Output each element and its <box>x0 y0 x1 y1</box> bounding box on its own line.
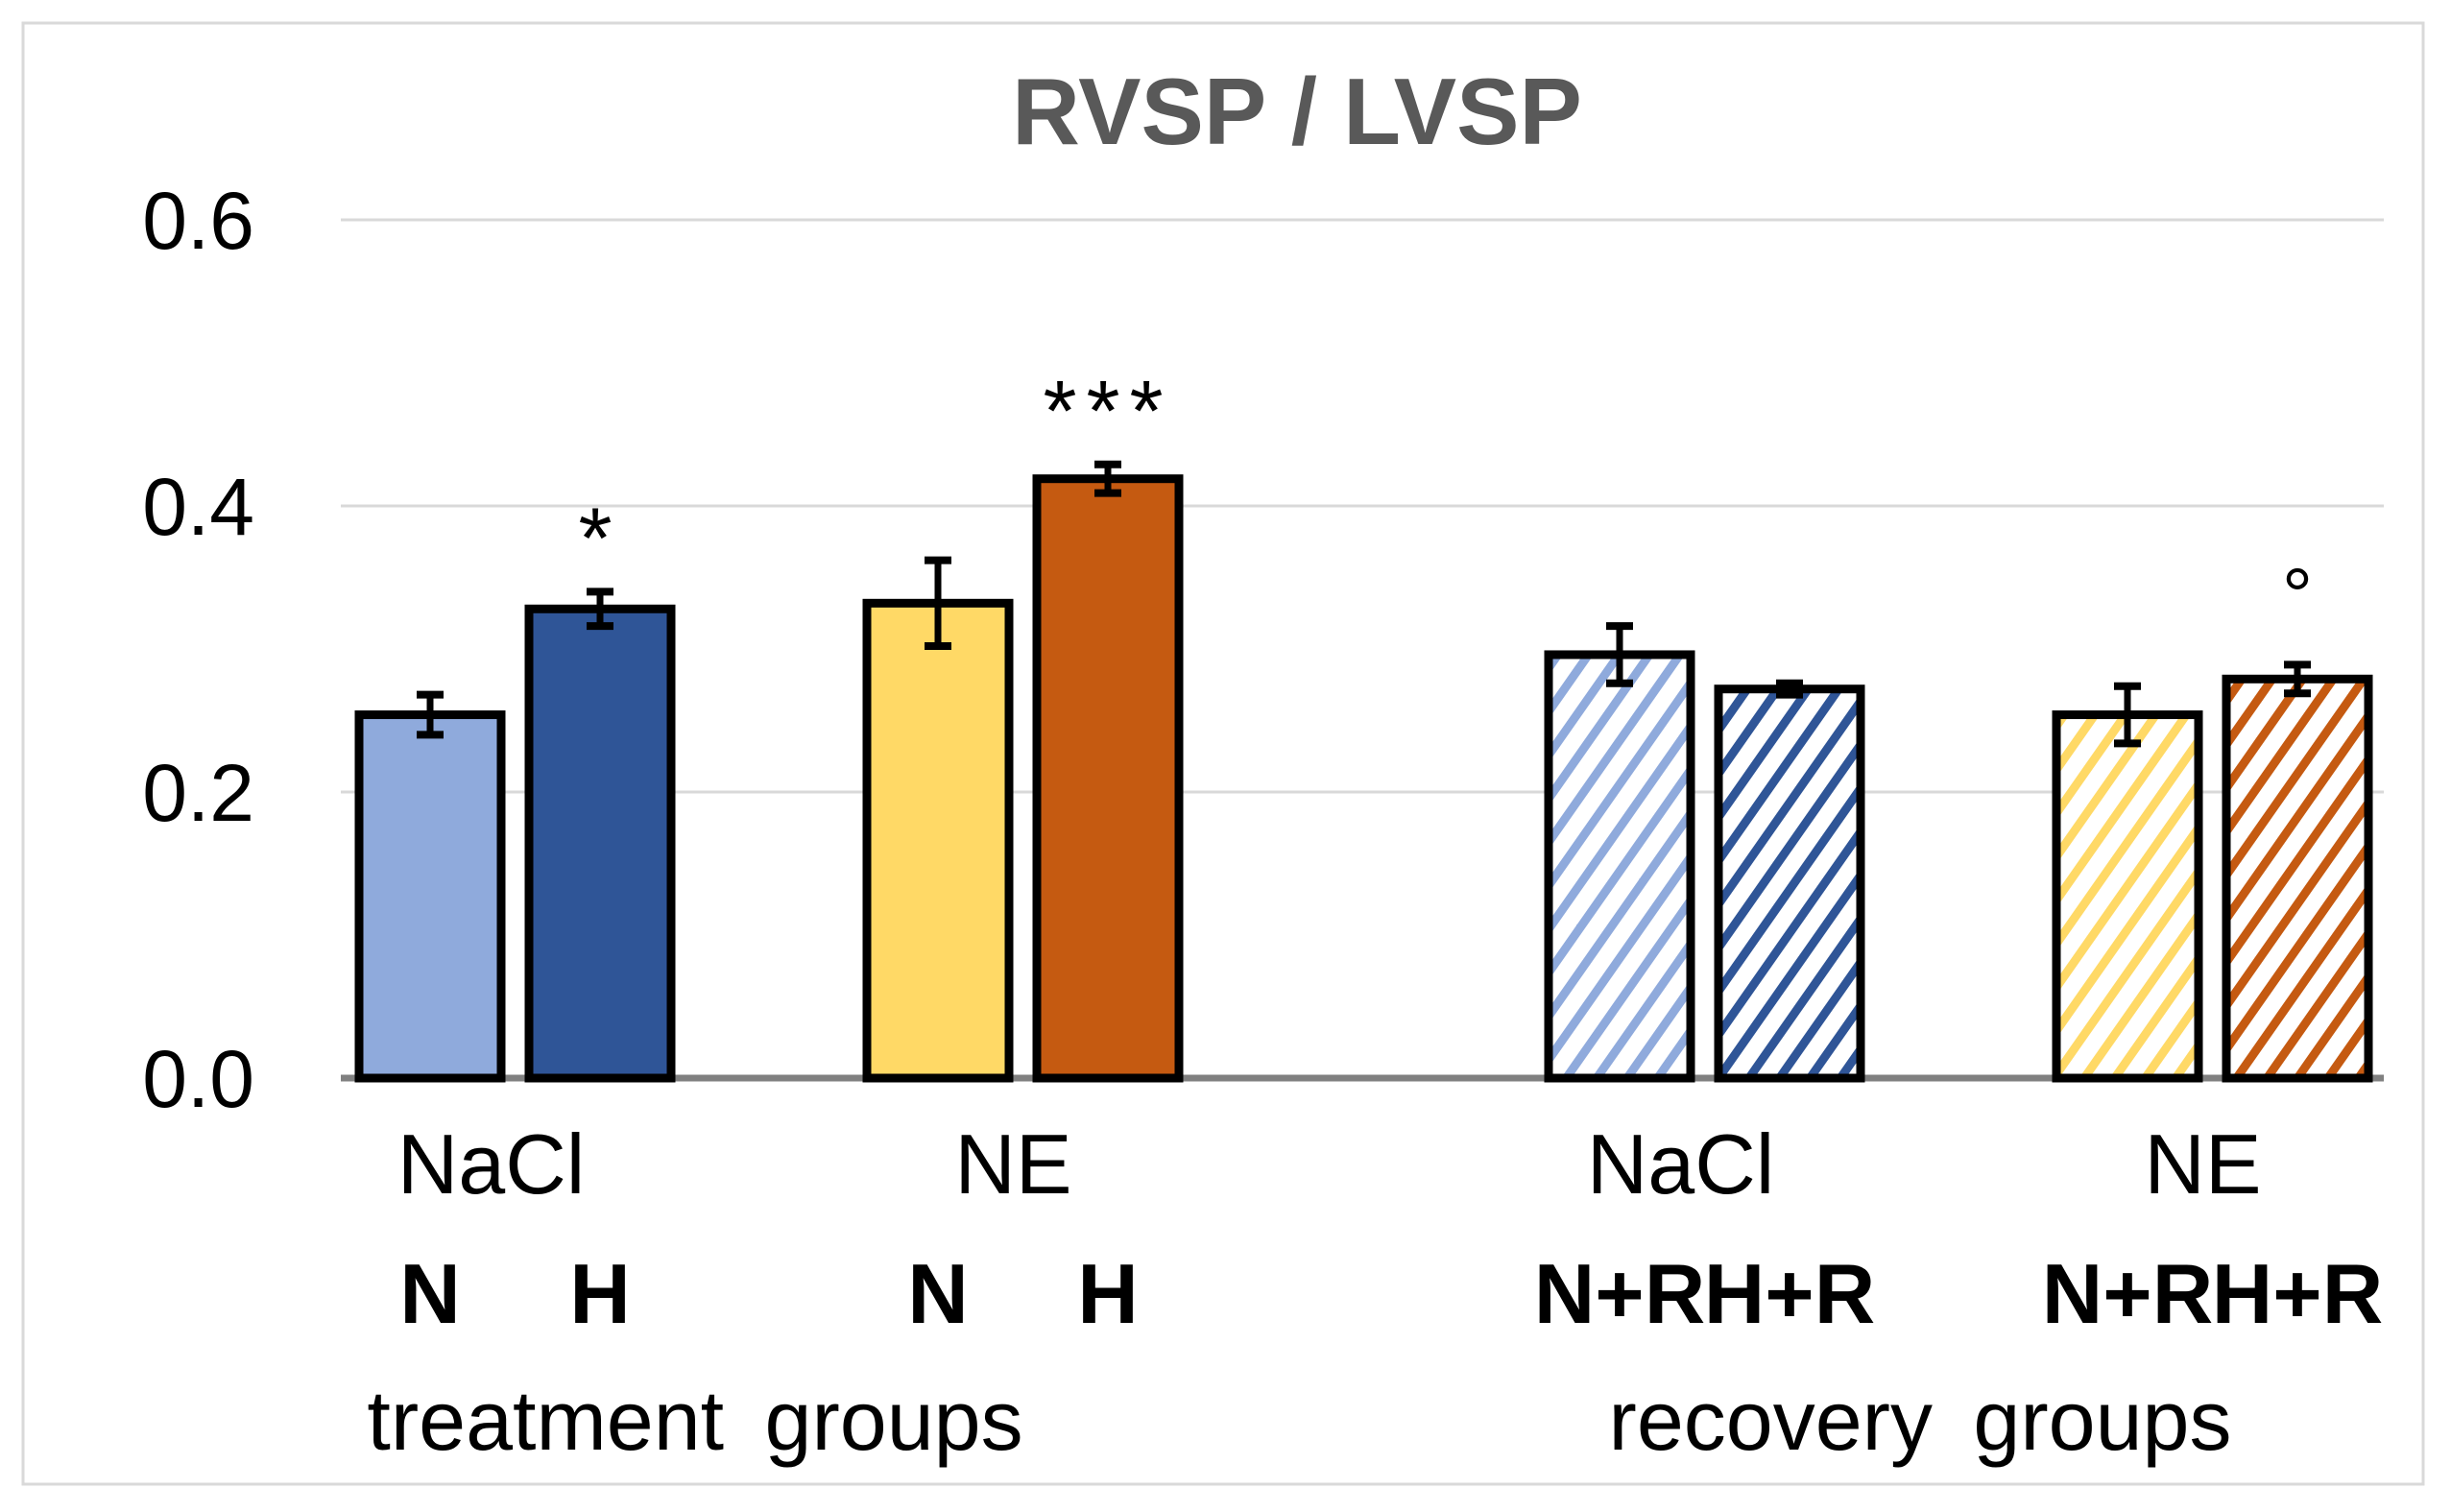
bar-label: H+R <box>1704 1246 1876 1341</box>
bar-label: N <box>907 1246 969 1341</box>
bar-label: N <box>399 1246 461 1341</box>
chart-title: RVSP / LVSP <box>1012 59 1582 164</box>
bar <box>354 710 506 1083</box>
group-label: NaCl <box>397 1116 586 1212</box>
bar <box>524 604 676 1083</box>
y-tick-label: 0.0 <box>142 1034 254 1124</box>
bar <box>1714 684 1865 1083</box>
y-tick-label: 0.4 <box>142 462 254 552</box>
significance-marker: *** <box>1043 364 1172 460</box>
bar <box>1032 474 1184 1083</box>
bar-label: N+R <box>1534 1246 1706 1341</box>
y-tick-label: 0.6 <box>142 176 254 266</box>
bar-label: H+R <box>2212 1246 2384 1341</box>
significance-marker: * <box>578 491 621 587</box>
section-label: recovery groups <box>1609 1373 2232 1468</box>
bar-label: H <box>569 1246 631 1341</box>
group-label: NaCl <box>1587 1116 1775 1212</box>
bar-label: H <box>1077 1246 1139 1341</box>
y-tick-label: 0.2 <box>142 748 254 838</box>
bar <box>2222 674 2373 1083</box>
significance-marker: ° <box>2282 552 2313 637</box>
section-label: treatment groups <box>367 1373 1022 1468</box>
bar-label: N+R <box>2042 1246 2214 1341</box>
bar <box>1544 650 1695 1083</box>
bar <box>862 598 1014 1083</box>
group-label: NE <box>2144 1116 2261 1212</box>
group-label: NE <box>954 1116 1071 1212</box>
bar <box>2052 710 2203 1083</box>
